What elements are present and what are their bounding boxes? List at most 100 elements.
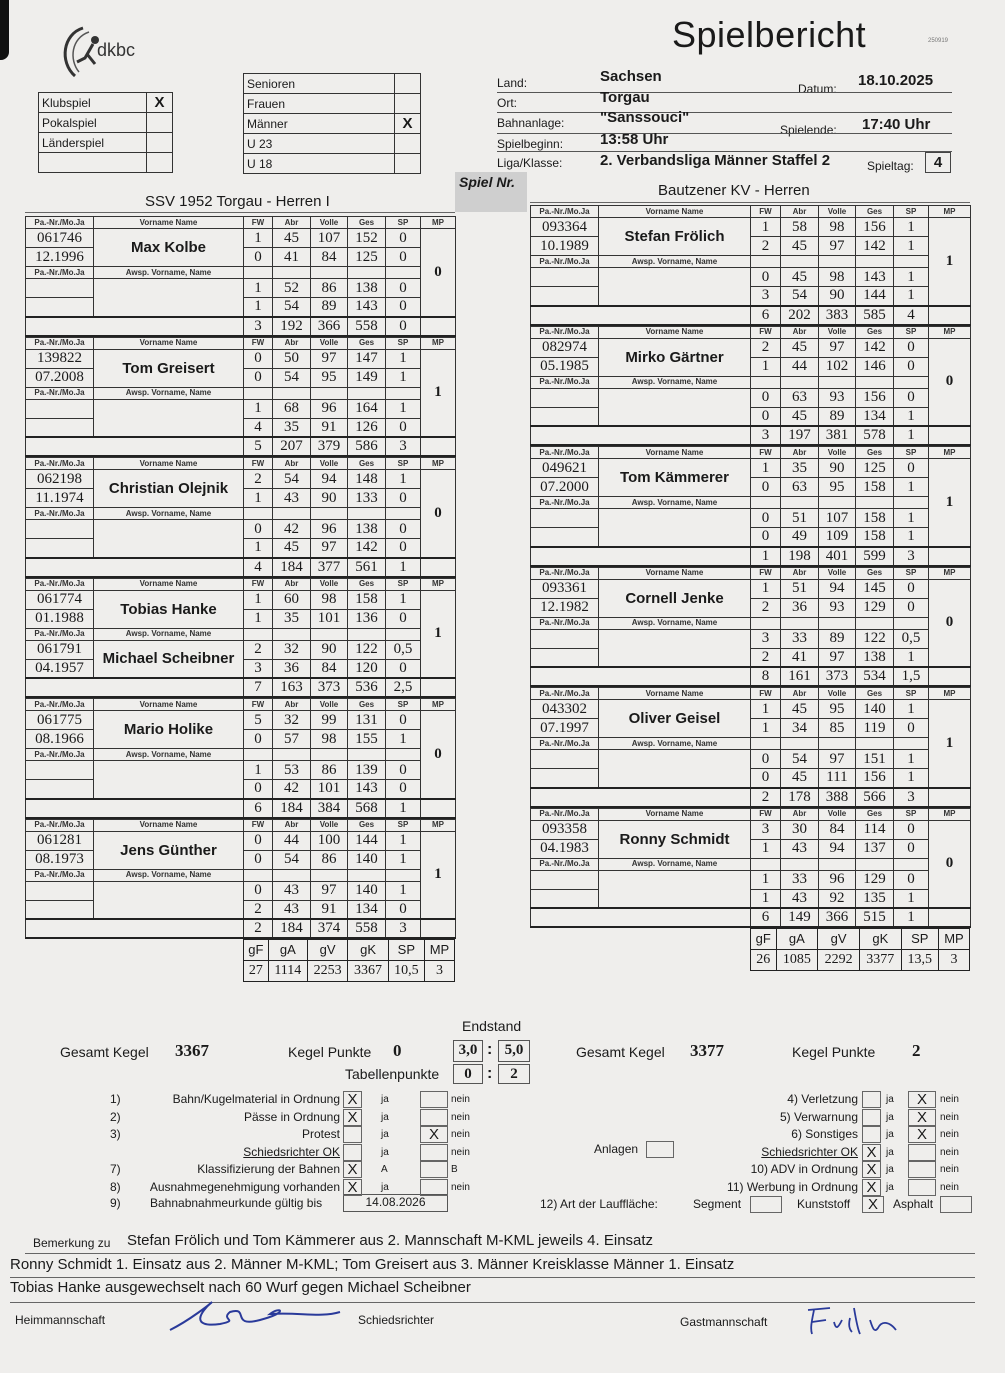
- checkbox-yes[interactable]: X: [862, 1143, 881, 1161]
- checkbox-yes[interactable]: X: [343, 1161, 362, 1178]
- ges-cell: 158: [855, 477, 894, 497]
- yes-label: ja: [886, 1181, 894, 1193]
- sub-birth-date: [25, 297, 94, 317]
- volle-cell: 90: [818, 458, 856, 478]
- checkbox-yes[interactable]: [862, 1108, 881, 1126]
- checkbox-no[interactable]: [420, 1178, 448, 1196]
- sub-header-row: Pa.-Nr./Mo.Ja Awsp. Vorname, Name: [530, 496, 971, 509]
- ges-header: Ges: [855, 807, 894, 821]
- volle-cell: 374: [310, 918, 348, 939]
- sub-birth-date: [25, 899, 94, 920]
- sub-name-header: Awsp. Vorname, Name: [93, 748, 244, 761]
- abr-cell: 197: [780, 425, 819, 446]
- ges-cell: 125: [347, 247, 386, 267]
- category-checkbox[interactable]: [394, 93, 421, 114]
- sp-cell: 0: [385, 278, 421, 298]
- empty-cell: [243, 868, 273, 882]
- lane-row: 0 63 93 156 0: [530, 387, 971, 427]
- checkbox-no[interactable]: [420, 1143, 448, 1161]
- checklist-num: 1): [110, 1092, 121, 1106]
- sp-header: SP: [385, 577, 421, 591]
- total-row: 1 198 401 599 3: [530, 545, 971, 567]
- abr-cell: 54: [780, 286, 819, 306]
- match-type-checkbox[interactable]: [146, 132, 173, 153]
- fw-cell: 2: [243, 639, 273, 660]
- fw-cell: 0: [750, 387, 781, 408]
- category-checkbox[interactable]: [394, 73, 421, 94]
- ges-cell: 140: [347, 880, 386, 901]
- checkbox-no[interactable]: X: [908, 1091, 936, 1108]
- checkbox-yes[interactable]: X: [862, 1178, 881, 1196]
- checklist-num: 2): [110, 1109, 121, 1124]
- ges-cell: 140: [855, 699, 894, 719]
- birth-date: 07.1997: [530, 718, 599, 738]
- ges-cell: 578: [855, 425, 894, 446]
- empty-cell: [310, 507, 348, 520]
- abr-header: Abr: [272, 457, 311, 470]
- abr-cell: 45: [780, 337, 819, 358]
- fw-cell: 2: [243, 899, 273, 920]
- checkbox-yes[interactable]: [343, 1126, 362, 1143]
- match-type-checkbox[interactable]: [146, 112, 173, 133]
- sp-header: SP: [385, 698, 421, 711]
- laufflaeche-checkbox[interactable]: [750, 1196, 782, 1213]
- volle-cell: 89: [818, 406, 856, 427]
- checkbox-yes[interactable]: [343, 1143, 362, 1161]
- birth-date: 12.1996: [25, 247, 94, 267]
- volle-cell: 377: [310, 556, 348, 578]
- sub-pass-nr: [25, 278, 94, 298]
- checkbox-no[interactable]: X: [908, 1126, 936, 1143]
- category-checkbox[interactable]: [394, 153, 421, 174]
- svg-text:dkbc: dkbc: [97, 40, 135, 60]
- volle-header: Volle: [818, 446, 856, 459]
- abr-header: Abr: [272, 216, 311, 229]
- checkbox-no[interactable]: [908, 1161, 936, 1178]
- abr-cell: 63: [780, 387, 819, 408]
- laufflaeche-checkbox[interactable]: X: [862, 1196, 884, 1213]
- match-type-checkbox[interactable]: [146, 152, 173, 173]
- sp-cell: 1: [893, 749, 929, 769]
- abr-cell: 58: [780, 217, 819, 237]
- ges-header: Ges: [347, 818, 386, 832]
- checkbox-yes[interactable]: [862, 1091, 881, 1108]
- checkbox-yes[interactable]: X: [343, 1091, 362, 1108]
- name-header: Vorname Name: [598, 687, 751, 700]
- checkbox-no[interactable]: [420, 1091, 448, 1108]
- match-type-checkbox[interactable]: X: [146, 92, 173, 113]
- category-checkbox[interactable]: X: [394, 113, 421, 134]
- checkbox-no[interactable]: [908, 1178, 936, 1196]
- substitute-name: [93, 278, 244, 317]
- checkbox-yes[interactable]: X: [343, 1178, 362, 1196]
- checkbox-no[interactable]: [908, 1143, 936, 1161]
- ges-cell: 568: [347, 797, 386, 819]
- total-mp-cell: [928, 907, 971, 928]
- pass-nr: 062198: [25, 469, 94, 489]
- checkbox-no[interactable]: X: [420, 1126, 448, 1143]
- sub-pass-nr-header: Pa.-Nr./Mo.Ja: [25, 507, 94, 520]
- no-label: nein: [451, 1181, 470, 1193]
- summary-header: gF: [243, 939, 269, 961]
- guest-signature-label: Gastmannschaft: [680, 1315, 768, 1329]
- volle-cell: 366: [310, 315, 348, 337]
- abr-cell: 51: [780, 508, 819, 528]
- total-mp-cell: [928, 786, 971, 808]
- sub-pass-nr-header: Pa.-Nr./Mo.Ja: [530, 496, 599, 509]
- score-separator: :: [487, 1041, 493, 1058]
- laufflaeche-checkbox[interactable]: [940, 1196, 972, 1213]
- summary-value: 13,5: [900, 949, 939, 971]
- ges-cell: 515: [855, 907, 894, 928]
- checkbox-yes[interactable]: X: [862, 1161, 881, 1178]
- summary-value: 3: [937, 949, 971, 971]
- checkbox-yes[interactable]: X: [343, 1108, 362, 1126]
- checkbox-yes[interactable]: [862, 1126, 881, 1143]
- fw-cell: 1: [243, 278, 273, 298]
- category-checkbox[interactable]: [394, 133, 421, 154]
- fw-cell: 1: [750, 869, 781, 890]
- no-label: nein: [940, 1164, 959, 1175]
- checkbox-no[interactable]: [420, 1108, 448, 1126]
- fw-header: FW: [750, 325, 781, 339]
- ges-cell: 142: [347, 538, 386, 558]
- checkbox-no[interactable]: X: [908, 1108, 936, 1126]
- checkbox-no[interactable]: [420, 1161, 448, 1178]
- anlagen-checkbox[interactable]: [646, 1141, 674, 1158]
